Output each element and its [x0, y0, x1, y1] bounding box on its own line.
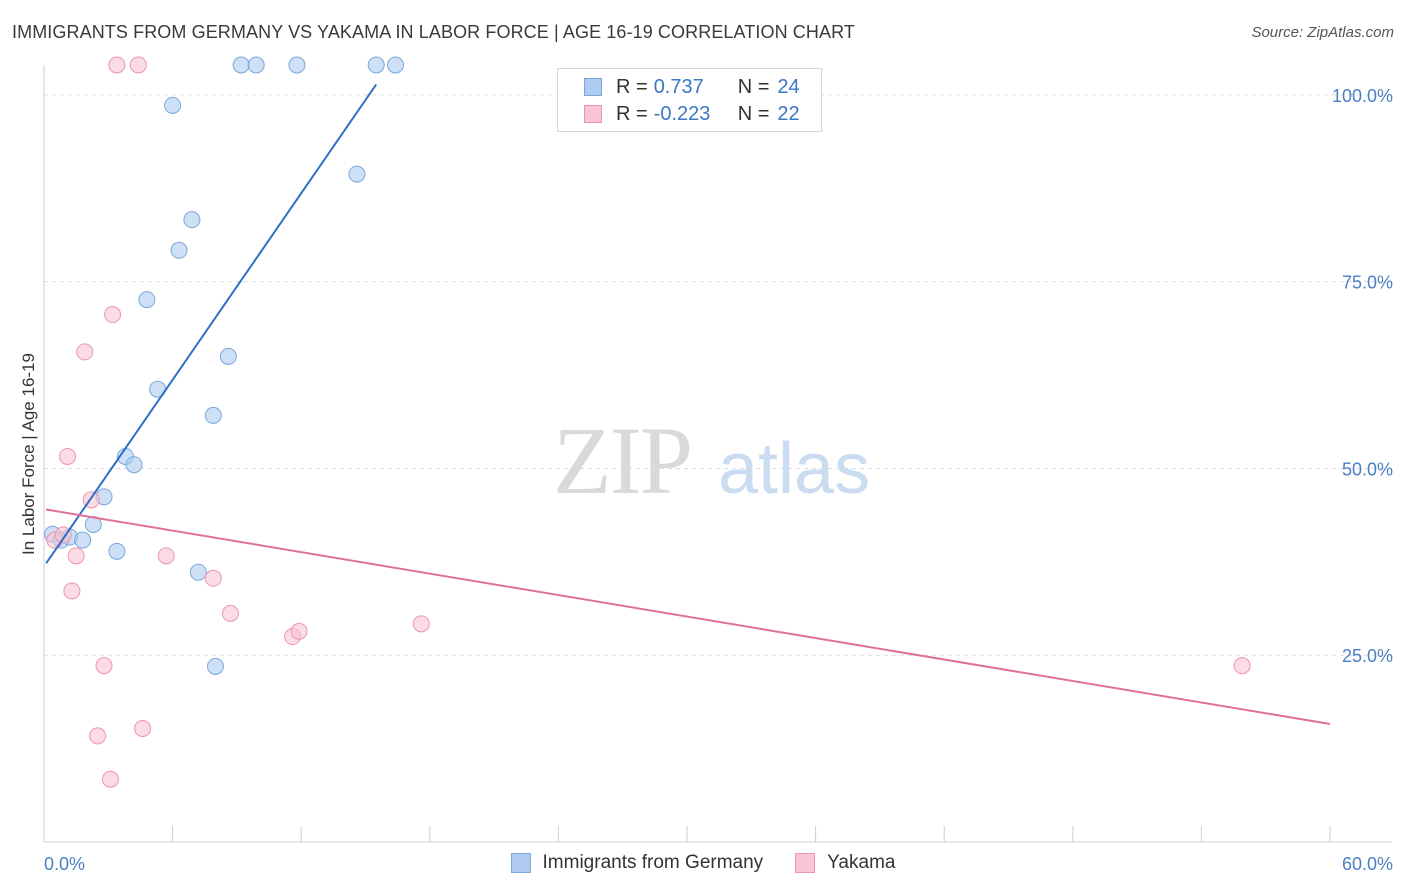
- scatter-point: [183, 211, 201, 229]
- scatter-point: [387, 56, 405, 74]
- scatter-point: [95, 657, 113, 675]
- scatter-point: [164, 96, 182, 114]
- watermark-atlas: atlas: [718, 429, 871, 509]
- scatter-point: [412, 615, 430, 633]
- stats-legend: R = 0.737 N = 24 R = -0.223 N = 22: [557, 68, 822, 132]
- legend-swatch-yakama: [584, 105, 602, 123]
- scatter-point: [221, 604, 239, 622]
- scatter-point: [170, 241, 188, 259]
- scatter-point: [290, 622, 308, 640]
- legend-n-label: N =: [737, 75, 770, 98]
- legend-n-value: 22: [777, 102, 800, 125]
- scatter-point: [288, 56, 306, 74]
- legend-r-value: -0.223: [653, 102, 711, 125]
- scatter-point: [138, 291, 156, 309]
- scatter-point: [219, 347, 237, 365]
- x-tick-label: 60.0%: [1342, 854, 1393, 874]
- legend-row-germany: R = 0.737 N = 24: [584, 74, 800, 100]
- x-tick-label: 0.0%: [44, 854, 85, 874]
- scatter-point: [367, 56, 385, 74]
- scatter-point: [89, 727, 107, 745]
- scatter-point: [104, 306, 122, 324]
- scatter-point: [63, 582, 81, 600]
- y-tick-label: 25.0%: [1342, 646, 1393, 666]
- y-tick-label: 75.0%: [1342, 273, 1393, 293]
- scatter-point: [76, 343, 94, 361]
- legend-n-label: N =: [737, 102, 770, 125]
- y-axis-title: In Labor Force | Age 16-19: [19, 353, 38, 555]
- scatter-point: [108, 56, 126, 74]
- trend-line: [45, 83, 378, 564]
- scatter-point: [206, 657, 224, 675]
- source-label: Source: ZipAtlas.com: [1251, 24, 1394, 41]
- scatter-point: [134, 719, 152, 737]
- legend-r-value: 0.737: [653, 75, 704, 98]
- legend-row-yakama: R = -0.223 N = 22: [584, 101, 800, 127]
- series-legend-germany[interactable]: Immigrants from Germany: [510, 852, 764, 874]
- legend-n-value: 24: [777, 75, 800, 98]
- scatter-point: [67, 547, 85, 565]
- y-tick-label: 100.0%: [1332, 86, 1393, 106]
- series-swatch-yakama: [795, 853, 816, 873]
- scatter-point: [129, 56, 147, 74]
- scatter-point: [125, 456, 143, 474]
- series-label-germany: Immigrants from Germany: [542, 852, 764, 873]
- series-label-yakama: Yakama: [827, 852, 896, 873]
- legend-swatch-germany: [584, 78, 602, 96]
- scatter-point: [74, 531, 92, 549]
- scatter-point: [59, 447, 77, 465]
- legend-r-label: R =: [616, 102, 648, 125]
- series-swatch-germany: [510, 853, 531, 873]
- scatter-point: [157, 547, 175, 565]
- scatter-point: [348, 165, 366, 183]
- scatter-point: [232, 56, 250, 74]
- y-tick-label: 50.0%: [1342, 459, 1393, 479]
- legend-r-label: R =: [616, 75, 648, 98]
- scatter-point: [204, 569, 222, 587]
- scatter-point: [1233, 657, 1251, 675]
- scatter-point: [204, 406, 222, 424]
- trend-line: [45, 508, 1331, 725]
- series-legend-yakama[interactable]: Yakama: [795, 852, 895, 874]
- scatter-point: [108, 542, 126, 560]
- chart-title: IMMIGRANTS FROM GERMANY VS YAKAMA IN LAB…: [12, 22, 855, 42]
- scatter-point: [189, 563, 207, 581]
- scatter-point: [247, 56, 265, 74]
- scatter-point: [101, 770, 119, 788]
- watermark-zip: ZIP: [553, 407, 693, 514]
- series-legend: Immigrants from Germany Yakama: [0, 852, 1406, 874]
